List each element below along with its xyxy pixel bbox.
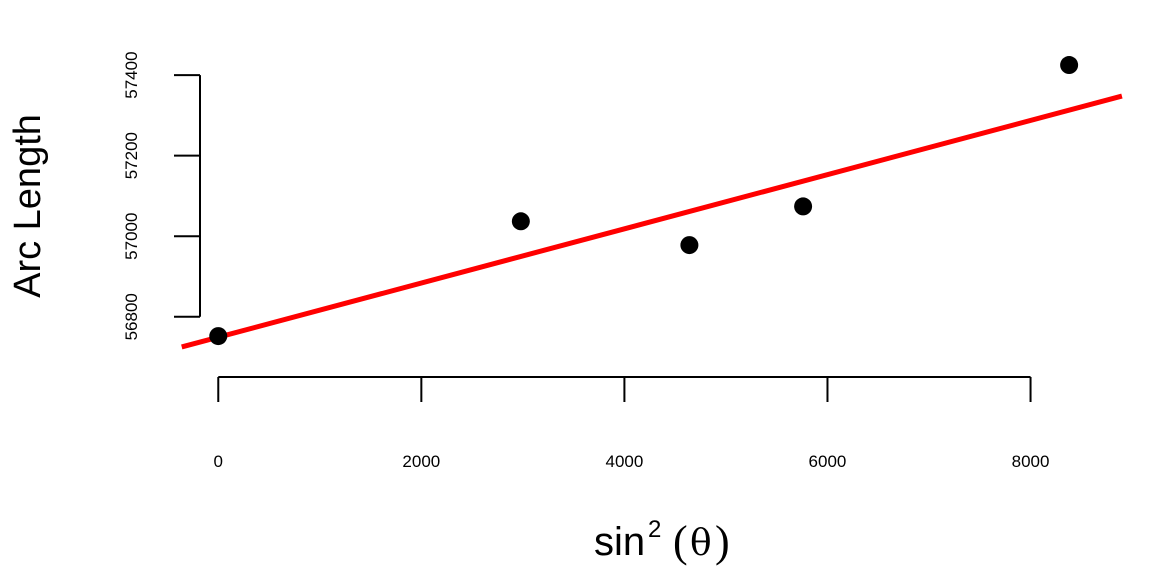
regression-line-layer — [181, 93, 1123, 350]
y-tick-label: 57200 — [122, 132, 141, 179]
x-axis: 0 2000 4000 6000 8000 — [214, 376, 1050, 471]
y-axis: 56800 57000 57200 57400 — [122, 51, 201, 340]
y-tick-label: 56800 — [122, 293, 141, 340]
x-axis-title-open-paren: ( — [673, 517, 688, 566]
x-tick-label: 0 — [214, 452, 223, 471]
x-tick-label: 8000 — [1012, 452, 1050, 471]
x-axis-title-theta: θ — [690, 523, 712, 564]
y-axis-title: Arc Length — [7, 114, 49, 298]
x-tick-label: 2000 — [402, 452, 440, 471]
x-axis-title-base: sin — [594, 520, 645, 564]
x-axis-title-superscript: 2 — [648, 516, 661, 543]
data-point — [794, 197, 813, 216]
regression-line — [181, 93, 1123, 350]
y-tick-label: 57400 — [122, 51, 141, 98]
data-point — [680, 236, 699, 255]
data-point — [1060, 56, 1079, 75]
data-point — [511, 212, 530, 231]
x-axis-title-close-paren: ) — [715, 517, 730, 566]
data-point — [209, 327, 228, 346]
x-axis-title: sin 2 ( θ ) — [594, 516, 730, 566]
x-tick-label: 6000 — [809, 452, 847, 471]
data-points — [209, 56, 1079, 346]
y-tick-label: 57000 — [122, 213, 141, 260]
x-tick-label: 4000 — [605, 452, 643, 471]
